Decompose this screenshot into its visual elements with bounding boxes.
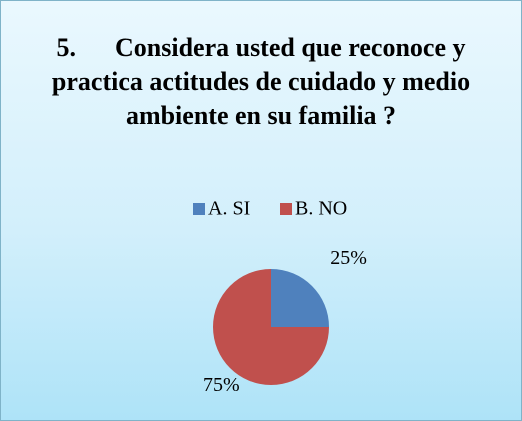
- pie-slice: [213, 269, 329, 385]
- chart-title: 5. Considera usted que reconoce y practi…: [51, 33, 477, 130]
- data-label: 75%: [203, 374, 240, 396]
- legend-label: A. SI: [208, 198, 250, 220]
- data-label: 25%: [330, 247, 367, 269]
- legend-swatch: [280, 203, 292, 215]
- legend-swatch: [193, 203, 205, 215]
- pie-slice: [271, 269, 329, 327]
- legend-label: B. NO: [295, 198, 347, 220]
